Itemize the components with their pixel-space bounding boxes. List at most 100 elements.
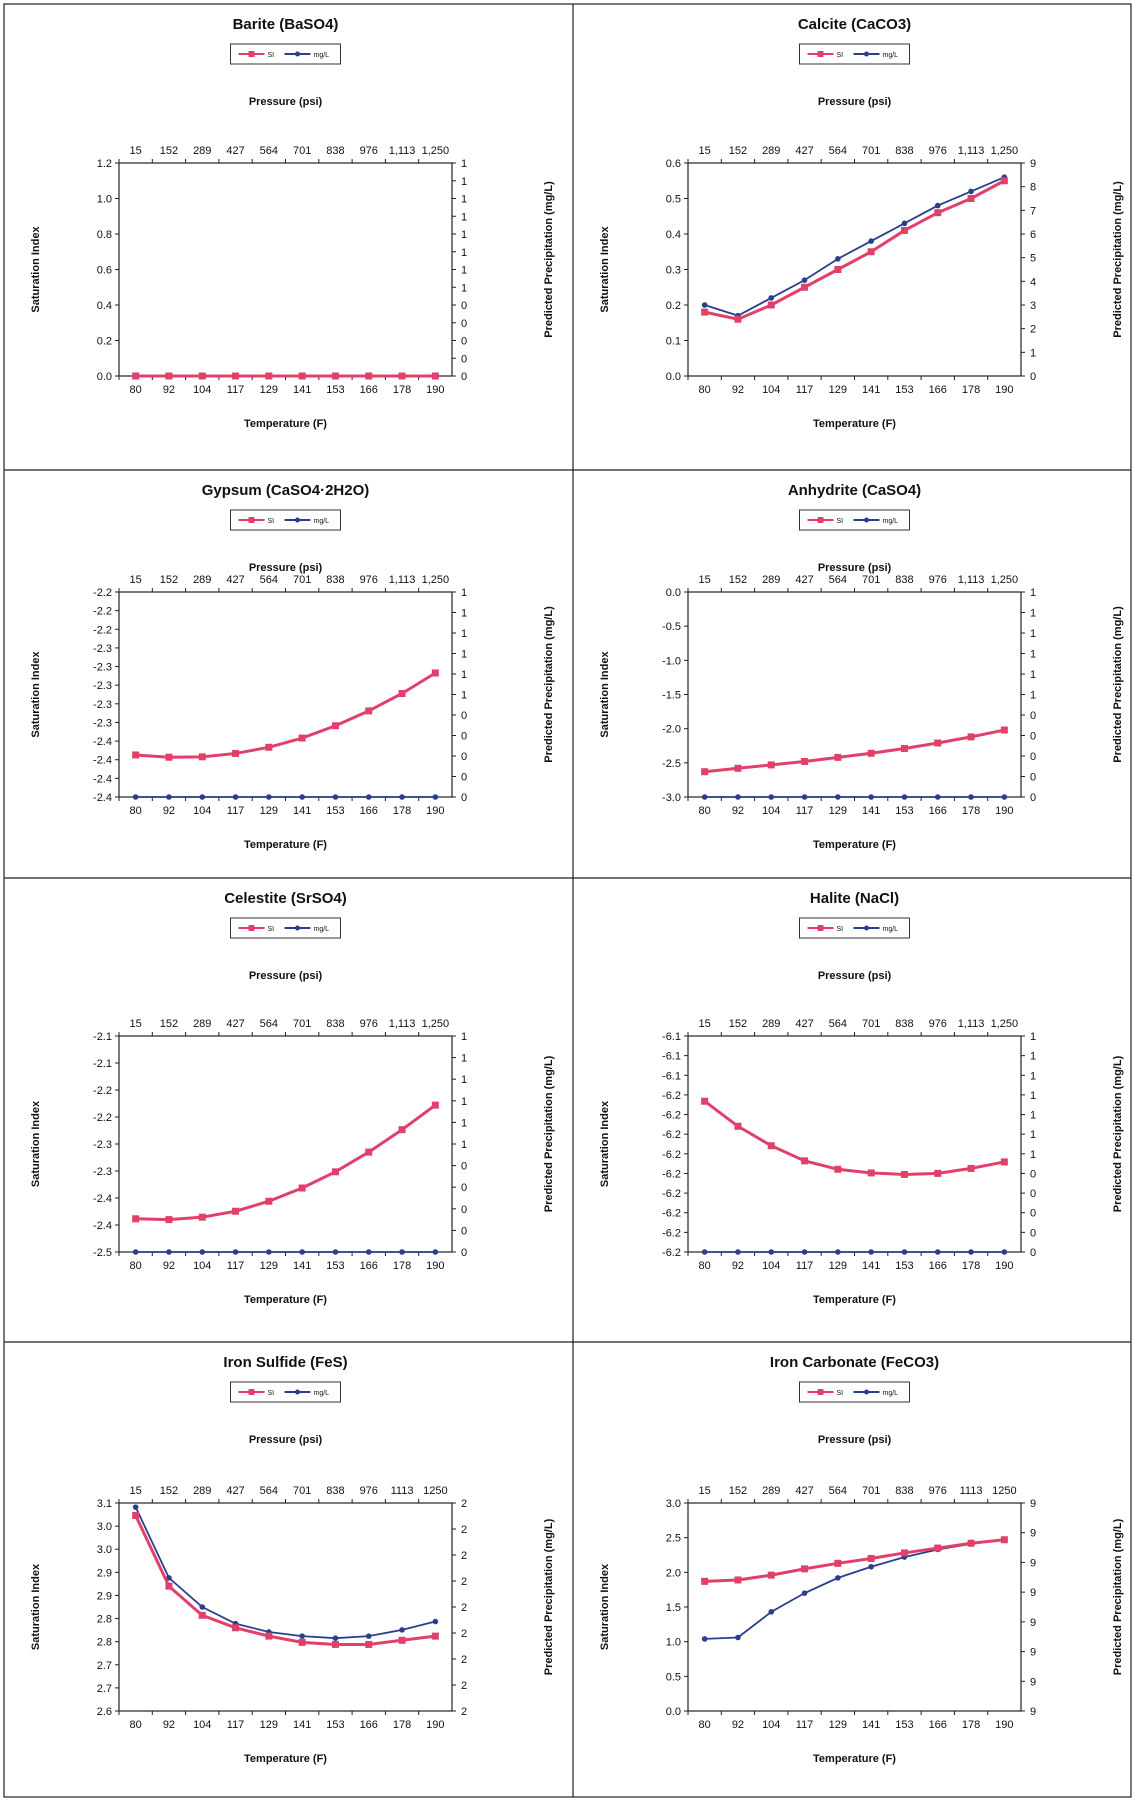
y-tick-label: 2.7 xyxy=(97,1683,112,1695)
y-tick-label: 0.0 xyxy=(666,1706,681,1718)
si-point xyxy=(701,308,709,316)
y-tick-label: -2.3 xyxy=(93,680,112,692)
y-tick-label: 3.0 xyxy=(97,1521,112,1533)
mgl-point xyxy=(132,1504,139,1510)
x-tick-label: 166 xyxy=(360,1719,378,1731)
y2-axis-label: Predicted Precipitation (mg/L) xyxy=(543,606,555,763)
y-tick-label: -6.2 xyxy=(662,1227,681,1239)
y-tick-label: -6.2 xyxy=(662,1247,681,1259)
si-point xyxy=(165,372,173,380)
y2-tick-label: 2 xyxy=(461,1654,467,1666)
x2-tick-label: 15 xyxy=(699,1485,711,1497)
mgl-point xyxy=(132,1249,139,1255)
y-tick-label: 0.3 xyxy=(666,265,681,277)
si-point xyxy=(298,372,306,380)
x-tick-label: 190 xyxy=(995,805,1013,817)
x-axis-label: Temperature (F) xyxy=(813,418,896,430)
series-mgl xyxy=(701,794,1008,800)
series-si-line xyxy=(135,1103,437,1222)
series-si-line xyxy=(134,1514,436,1646)
series-si-line xyxy=(704,728,1005,774)
x2-tick-label: 1113 xyxy=(960,1485,983,1497)
chart-title: Iron Carbonate (FeCO3) xyxy=(770,1354,939,1371)
x2-tick-label: 701 xyxy=(862,1485,880,1497)
si-point xyxy=(934,1169,942,1177)
si-point xyxy=(967,1164,975,1172)
series-si xyxy=(701,1536,1008,1585)
si-point xyxy=(767,761,775,769)
x2-tick-label: 838 xyxy=(895,1018,913,1030)
mgl-point xyxy=(968,188,974,195)
y2-tick-label: 2 xyxy=(1030,324,1036,336)
y2-tick-label: 1 xyxy=(1030,347,1036,359)
chart-legend: SI mg/L xyxy=(230,917,341,939)
y2-tick-label: 0 xyxy=(1030,731,1036,743)
y2-tick-label: 0 xyxy=(1030,371,1036,383)
y2-tick-label: 0 xyxy=(461,300,467,312)
mgl-point xyxy=(266,794,272,800)
x2-tick-label: 976 xyxy=(929,574,947,586)
si-point xyxy=(331,1640,339,1648)
x-tick-label: 141 xyxy=(862,805,880,817)
plot-area xyxy=(118,1502,453,1712)
x2-tick-label: 701 xyxy=(293,1485,311,1497)
y-tick-label: 3.0 xyxy=(97,1544,112,1556)
y2-tick-label: 1 xyxy=(1030,1129,1036,1141)
x2-tick-label: 152 xyxy=(160,1485,178,1497)
x-tick-label: 92 xyxy=(732,1719,744,1731)
y2-tick-label: 4 xyxy=(1030,276,1036,288)
chart-legend: SI mg/L xyxy=(799,43,910,65)
x-tick-label: 190 xyxy=(995,384,1013,396)
y2-axis-label: Predicted Precipitation (mg/L) xyxy=(1112,181,1124,338)
chart-panel: Anhydrite (CaSO4) SI mg/L Pressure (psi) 15 1… xyxy=(599,482,1124,851)
x-tick-label: 166 xyxy=(929,384,947,396)
mgl-point xyxy=(901,220,908,227)
mgl-point xyxy=(968,794,974,800)
legend-si-marker xyxy=(248,51,255,57)
y-tick-label: -2.4 xyxy=(93,773,112,785)
y-axis-label: Saturation Index xyxy=(599,1563,611,1650)
x-tick-label: 80 xyxy=(699,805,711,817)
x2-tick-label: 289 xyxy=(193,145,211,157)
x2-tick-label: 427 xyxy=(226,145,244,157)
y-tick-label: -6.2 xyxy=(662,1129,681,1141)
si-point xyxy=(431,372,439,380)
y-axis-label: Saturation Index xyxy=(599,1100,611,1187)
x2-axis-label: Pressure (psi) xyxy=(818,96,892,108)
y2-tick-label: 0 xyxy=(461,318,467,330)
mgl-point xyxy=(835,1575,841,1581)
y2-tick-label: 0 xyxy=(461,731,467,743)
panel-frames xyxy=(3,3,1132,1798)
x-tick-label: 117 xyxy=(796,1719,814,1731)
x-tick-label: 80 xyxy=(130,1260,142,1272)
si-point xyxy=(331,372,339,380)
mgl-point xyxy=(868,1563,874,1570)
y-tick-label: -2.0 xyxy=(662,724,681,736)
x-tick-label: 178 xyxy=(393,1719,411,1731)
si-point xyxy=(431,1101,439,1109)
x2-tick-label: 838 xyxy=(895,145,913,157)
y2-tick-label: 9 xyxy=(1030,158,1036,170)
si-point xyxy=(1000,177,1008,185)
legend-mgl-label: mg/L xyxy=(883,1390,899,1397)
x-tick-label: 104 xyxy=(762,1719,780,1731)
y-tick-label: -2.3 xyxy=(93,699,112,711)
mgl-point xyxy=(266,1249,272,1255)
y-axis-label: Saturation Index xyxy=(30,1100,42,1187)
y2-tick-label: 2 xyxy=(461,1498,467,1510)
y-tick-label: -6.2 xyxy=(662,1149,681,1161)
y2-tick-label: 1 xyxy=(461,1031,467,1043)
y-tick-label: -6.2 xyxy=(662,1188,681,1200)
plot-area xyxy=(687,162,1022,377)
si-point xyxy=(331,722,339,730)
si-point xyxy=(1000,1536,1008,1544)
x2-tick-label: 427 xyxy=(795,1018,813,1030)
chart-title: Anhydrite (CaSO4) xyxy=(788,482,921,499)
x-tick-label: 141 xyxy=(293,1260,311,1272)
legend-mgl-label: mg/L xyxy=(314,926,330,933)
legend-mgl-label: mg/L xyxy=(883,52,899,59)
x2-tick-label: 427 xyxy=(795,1485,813,1497)
si-point xyxy=(734,315,742,323)
x2-tick-label: 152 xyxy=(729,574,747,586)
si-point xyxy=(934,739,942,747)
